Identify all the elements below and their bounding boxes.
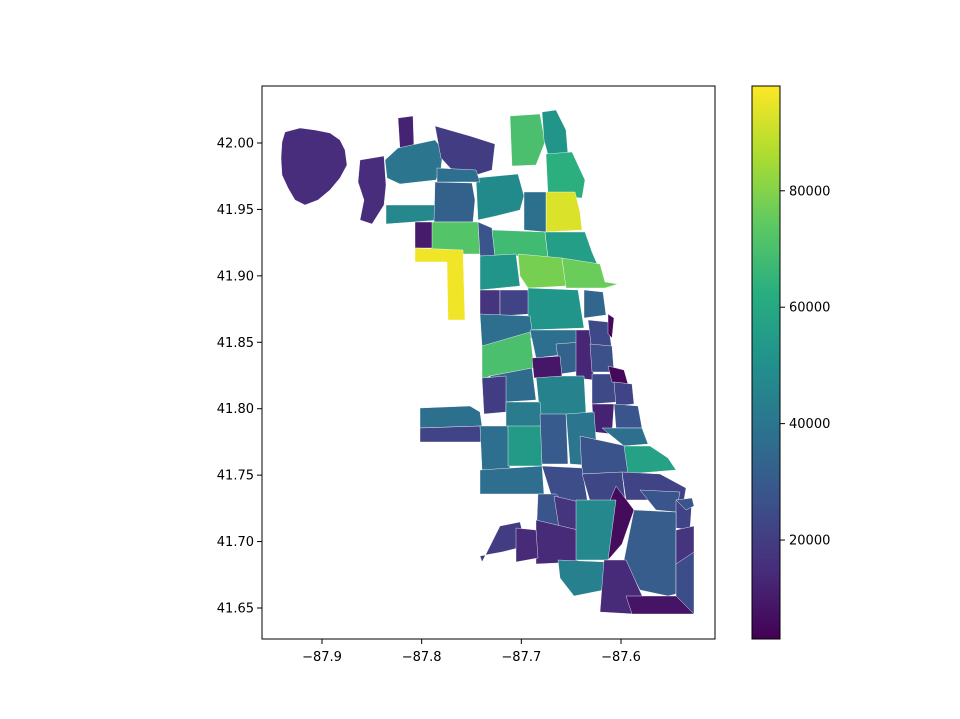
x-tick-label: −87.9 bbox=[302, 650, 342, 665]
community-area-region bbox=[414, 221, 433, 249]
community-area-region bbox=[280, 127, 348, 206]
community-area-region bbox=[499, 289, 531, 317]
community-area-region bbox=[491, 229, 549, 259]
community-area-region bbox=[527, 287, 585, 331]
y-tick-label: 41.95 bbox=[217, 203, 254, 218]
community-area-region bbox=[639, 489, 681, 513]
community-area-region bbox=[535, 375, 587, 417]
community-area-region bbox=[419, 425, 483, 443]
y-tick-label: 41.65 bbox=[217, 602, 254, 617]
community-area-region bbox=[505, 401, 543, 429]
community-area-region bbox=[479, 521, 527, 563]
community-area-region bbox=[385, 204, 441, 225]
community-area-region bbox=[613, 403, 643, 429]
community-area-region bbox=[531, 355, 563, 379]
colorbar: 20000 40000 60000 80000 bbox=[751, 85, 830, 640]
y-tick-label: 41.80 bbox=[217, 402, 254, 417]
community-area-region bbox=[561, 257, 619, 289]
community-area-region bbox=[479, 425, 511, 471]
colorbar-tick-label: 40000 bbox=[789, 417, 830, 432]
community-area-region bbox=[481, 375, 507, 415]
colorbar-tick-label: 60000 bbox=[789, 301, 830, 316]
x-tick-label: −87.8 bbox=[402, 650, 442, 665]
colorbar-tick-label: 80000 bbox=[789, 184, 830, 199]
x-tick-label: −87.7 bbox=[501, 650, 541, 665]
community-area-region bbox=[434, 125, 496, 176]
community-area-region bbox=[557, 559, 609, 597]
community-area-region bbox=[433, 181, 476, 223]
y-tick-label: 42.00 bbox=[217, 137, 254, 152]
community-area-region bbox=[509, 113, 546, 167]
y-tick-label: 41.90 bbox=[217, 269, 254, 284]
community-area-region bbox=[475, 173, 525, 221]
community-area-region bbox=[545, 191, 583, 233]
community-area-region bbox=[479, 289, 501, 317]
community-area-region bbox=[675, 497, 695, 511]
y-tick-label: 41.70 bbox=[217, 535, 254, 550]
community-area-region bbox=[607, 313, 615, 339]
community-area-region bbox=[477, 221, 496, 257]
community-area-region bbox=[517, 253, 567, 289]
community-area-region bbox=[515, 527, 539, 563]
map-regions bbox=[280, 109, 695, 615]
community-area-region bbox=[545, 151, 586, 199]
y-tick-label: 41.85 bbox=[217, 336, 254, 351]
colorbar-gradient bbox=[752, 86, 780, 639]
community-area-region bbox=[583, 289, 607, 319]
community-area-region bbox=[539, 413, 569, 465]
community-area-region bbox=[541, 109, 569, 156]
colorbar-tick-label: 20000 bbox=[789, 534, 830, 549]
colorbar-ticks: 20000 40000 60000 80000 bbox=[780, 184, 830, 549]
y-axis: 42.00 41.95 41.90 41.85 41.80 41.75 41.70 41.65 bbox=[217, 137, 262, 617]
community-area-region bbox=[623, 445, 677, 475]
community-area-region bbox=[419, 405, 483, 429]
x-axis: −87.9 −87.8 −87.7 −87.6 bbox=[302, 639, 641, 665]
y-tick-label: 41.75 bbox=[217, 469, 254, 484]
community-area-region bbox=[479, 253, 521, 291]
community-area-region bbox=[601, 427, 649, 447]
community-area-region bbox=[436, 167, 481, 183]
community-area-region bbox=[479, 465, 545, 495]
community-area-region bbox=[507, 425, 543, 467]
community-area-region bbox=[357, 155, 387, 225]
community-area-region bbox=[613, 381, 635, 407]
map-axes-frame bbox=[261, 85, 716, 640]
community-area-region bbox=[625, 595, 695, 615]
community-area-region bbox=[523, 191, 547, 233]
community-area-region bbox=[384, 139, 444, 185]
community-area-region bbox=[414, 247, 466, 321]
x-tick-label: −87.6 bbox=[601, 650, 641, 665]
colorbar-frame bbox=[751, 85, 781, 640]
